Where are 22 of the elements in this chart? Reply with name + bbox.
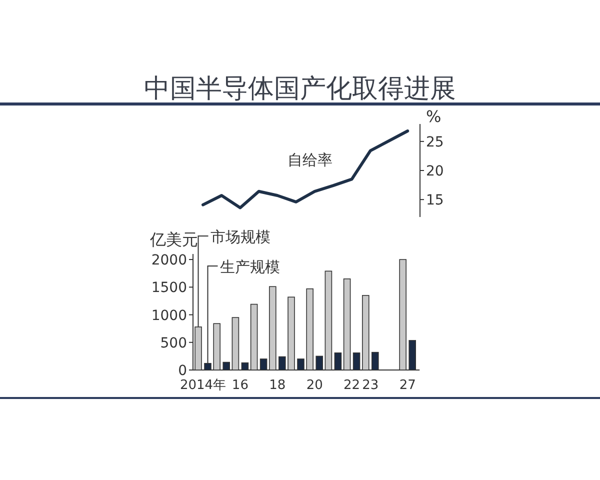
y-tick-label: 25	[426, 134, 444, 150]
y-axis-title: 亿美元	[149, 230, 198, 249]
line-series	[202, 130, 410, 210]
y-tick-label: 0	[178, 363, 187, 379]
text: 市场规模	[210, 228, 270, 246]
x-tick-label: 27	[399, 378, 416, 393]
y-tick-label: 1000	[151, 308, 187, 324]
y-tick-label: 500	[160, 335, 187, 352]
x-tick-label: 2014年	[180, 378, 226, 393]
x-tick-label: 18	[269, 378, 286, 393]
y-tick-label: 15	[426, 192, 444, 209]
x-tick-label: 20	[306, 378, 323, 393]
y-tick-label: 2000	[151, 252, 187, 269]
x-tick-label: 23	[362, 378, 379, 393]
text: 生产规模	[220, 258, 280, 276]
y-tick-label: 1500	[151, 280, 187, 296]
y-axis-title: %	[426, 107, 442, 126]
series-label: 自给率	[287, 151, 332, 169]
x-tick-label: 22	[344, 378, 360, 393]
x-tick-label: 16	[232, 378, 248, 393]
y-tick-label: 20	[426, 164, 444, 180]
chart-title: 中国半导体国产化取得进展	[144, 74, 456, 104]
